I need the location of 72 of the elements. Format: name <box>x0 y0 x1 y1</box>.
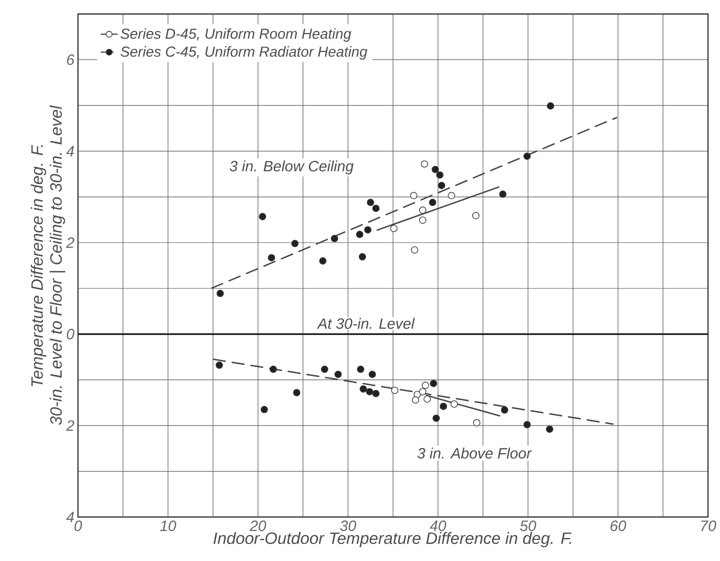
y-tick-label: 2 <box>66 420 74 431</box>
point <box>410 192 418 200</box>
point <box>358 253 366 260</box>
y-tick-label: 4 <box>66 512 74 522</box>
point <box>430 380 438 388</box>
point <box>291 240 299 248</box>
annotation: 3 in. Above Floor <box>417 448 532 459</box>
point <box>473 419 480 426</box>
point <box>390 224 398 232</box>
point <box>546 102 554 110</box>
point <box>523 420 531 428</box>
y-tick-label: 2 <box>66 237 74 248</box>
point <box>419 388 426 396</box>
text: 30-in. Level to Floor | Ceiling to 30-in. Level <box>50 105 66 426</box>
point <box>216 290 224 298</box>
point <box>419 206 426 214</box>
point <box>372 204 380 212</box>
ref-line-label: At 30-in. Level <box>316 318 415 329</box>
y-tick-label: 6 <box>67 54 74 66</box>
point <box>360 385 367 393</box>
x-tick-label: 30 <box>340 520 356 532</box>
point <box>546 426 554 433</box>
point <box>438 182 446 190</box>
point <box>424 395 431 403</box>
y-axis-title: Temperature Difference in deg. F. <box>30 144 46 386</box>
point <box>270 366 277 373</box>
annotation: 3 in. Below Ceiling <box>230 160 354 174</box>
point <box>410 246 418 254</box>
point <box>523 152 531 160</box>
point <box>356 230 364 238</box>
point <box>499 190 506 198</box>
point <box>472 212 480 220</box>
point <box>330 234 338 242</box>
point <box>334 370 342 378</box>
y-tick-label: 0 <box>66 328 74 340</box>
point <box>366 388 374 396</box>
point <box>419 216 426 224</box>
point <box>500 406 508 414</box>
legend-label: Series D-45, Uniform Room Heating <box>120 28 352 42</box>
x-tick-label: 10 <box>160 520 176 532</box>
point <box>412 396 420 404</box>
point <box>432 166 439 174</box>
x-tick-label: 40 <box>430 520 446 532</box>
point <box>420 160 428 168</box>
point <box>260 406 268 414</box>
point <box>428 198 436 206</box>
point <box>320 366 328 373</box>
point <box>450 400 458 408</box>
point <box>293 388 300 396</box>
y-tick-label: 4 <box>66 146 74 156</box>
x-tick-label: 50 <box>520 520 536 532</box>
x-axis-title: Indoor-Outdoor Temperature Difference in deg. F. <box>213 532 572 548</box>
point <box>440 402 448 410</box>
point <box>432 414 440 422</box>
legend-label: Series C-45, Uniform Radiator Heating <box>120 46 368 60</box>
x-tick-label: 70 <box>701 520 716 532</box>
point <box>319 257 326 265</box>
point <box>372 390 380 398</box>
x-tick-label: 60 <box>610 520 626 532</box>
point <box>216 362 223 369</box>
point <box>422 382 430 389</box>
point <box>356 366 364 373</box>
point <box>368 370 376 378</box>
point <box>258 212 266 220</box>
x-tick-label: 0 <box>74 520 82 532</box>
point <box>364 226 372 234</box>
x-tick-label: 20 <box>250 520 266 532</box>
point <box>436 171 444 179</box>
point <box>448 192 456 200</box>
point <box>366 198 374 206</box>
point <box>391 386 398 394</box>
point <box>268 254 276 262</box>
